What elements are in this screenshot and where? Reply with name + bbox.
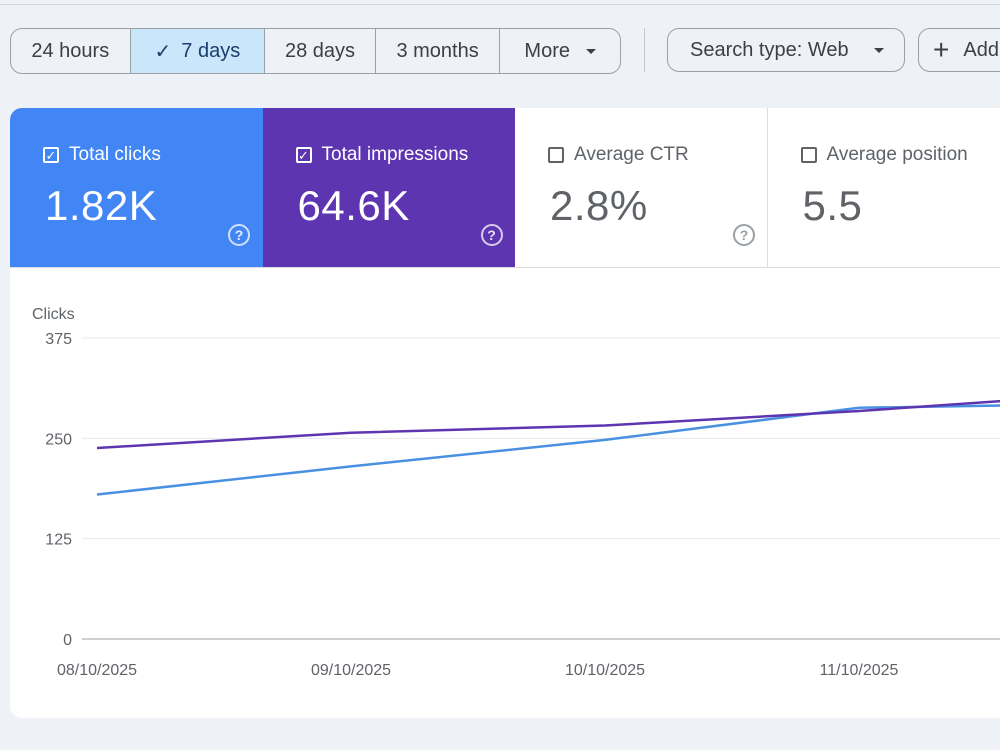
toolbar-divider — [644, 28, 645, 72]
range-more-dropdown[interactable]: More — [500, 29, 620, 73]
y-tick-label: 0 — [63, 632, 72, 649]
x-tick-label: 11/10/2025 — [820, 662, 899, 679]
checkbox-unchecked-icon[interactable] — [548, 147, 564, 163]
y-tick-label: 250 — [45, 431, 72, 448]
help-icon[interactable]: ? — [228, 224, 250, 246]
range-7-days-button[interactable]: ✓ 7 days — [130, 29, 266, 73]
metric-label: Total impressions — [321, 144, 469, 165]
metric-label: Average position — [826, 144, 968, 165]
checkbox-unchecked-icon[interactable] — [800, 147, 817, 163]
checkbox-checked-icon[interactable]: ✓ — [295, 147, 312, 163]
total-clicks-tile[interactable]: ✓ Total clicks 1.82K ? — [10, 108, 263, 267]
add-filter-label: Add — [963, 38, 999, 61]
range-28-days-button[interactable]: 28 days — [265, 29, 376, 73]
check-icon: ✓ — [154, 40, 172, 63]
metric-value: 5.5 — [802, 182, 863, 229]
impressions-series-line — [96, 399, 1000, 450]
total-impressions-tile[interactable]: ✓ Total impressions 64.6K ? — [262, 108, 515, 267]
metric-value: 2.8% — [550, 182, 648, 229]
checkbox-checked-icon[interactable]: ✓ — [43, 147, 59, 163]
y-axis-title: Clicks — [32, 306, 75, 323]
metric-label: Average CTR — [574, 144, 689, 165]
x-tick-label: 08/10/2025 — [57, 662, 137, 679]
x-tick-label: 09/10/2025 — [311, 662, 391, 679]
range-label: 3 months — [396, 39, 479, 62]
plus-icon: + — [933, 34, 950, 65]
search-type-label: Search type: Web — [690, 38, 849, 61]
range-label: More — [524, 39, 570, 62]
x-tick-label: 10/10/2025 — [565, 662, 645, 679]
metric-value: 1.82K — [45, 182, 158, 229]
range-24-hours-button[interactable]: 24 hours — [11, 29, 131, 73]
metric-tiles: ✓ Total clicks 1.82K ? ✓ Total impressio… — [10, 108, 1000, 268]
y-tick-label: 125 — [45, 532, 72, 549]
help-icon[interactable]: ? — [733, 224, 755, 246]
date-range-selector: 24 hours ✓ 7 days 28 days 3 months More — [10, 28, 621, 74]
clicks-series-line — [96, 404, 1000, 496]
chevron-down-icon — [874, 47, 884, 53]
y-tick-label: 375 — [45, 331, 72, 348]
range-3-months-button[interactable]: 3 months — [376, 29, 501, 73]
add-filter-button[interactable]: + Add — [918, 28, 1000, 72]
help-icon[interactable]: ? — [480, 224, 503, 246]
search-type-dropdown[interactable]: Search type: Web — [667, 28, 905, 72]
performance-chart: Clicks 0 125 250 375 08/10/2025 09/10/2025 10… — [10, 268, 1000, 718]
range-label: 24 hours — [31, 39, 110, 62]
metric-value: 64.6K — [297, 182, 410, 229]
range-label: 28 days — [284, 39, 356, 62]
average-ctr-tile[interactable]: Average CTR 2.8% ? — [515, 108, 768, 267]
average-position-tile[interactable]: Average position 5.5 — [767, 108, 1000, 267]
line-chart: Clicks 0 125 250 375 08/10/2025 09/10/2025 10… — [32, 306, 1000, 679]
range-label: 7 days — [181, 39, 241, 62]
performance-card: ✓ Total clicks 1.82K ? ✓ Total impressio… — [10, 108, 1000, 718]
top-divider — [0, 4, 1000, 5]
metric-label: Total clicks — [69, 144, 161, 165]
chevron-down-icon — [586, 48, 596, 54]
